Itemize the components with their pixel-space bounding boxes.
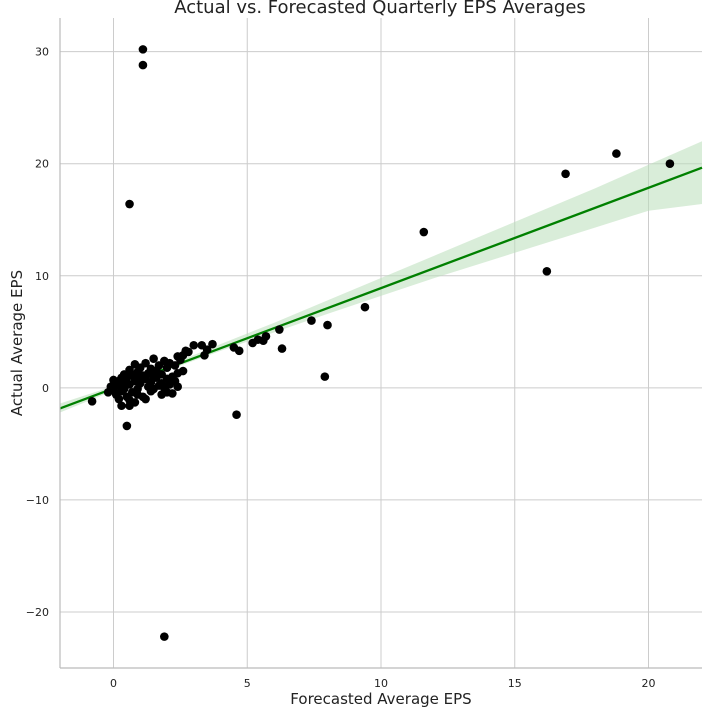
- data-point: [138, 45, 148, 54]
- data-points: [87, 45, 675, 641]
- data-point: [125, 199, 134, 209]
- data-point: [360, 302, 370, 312]
- data-point: [561, 169, 570, 179]
- data-point: [229, 343, 239, 352]
- data-point: [173, 382, 182, 392]
- y-tick-label: 20: [35, 158, 49, 171]
- data-point: [277, 344, 287, 353]
- data-point: [419, 227, 429, 237]
- x-tick-label: 15: [508, 677, 522, 690]
- x-tick-label: 10: [374, 677, 388, 690]
- data-point: [149, 354, 158, 363]
- data-point: [542, 266, 552, 276]
- data-point: [189, 340, 199, 350]
- data-point: [173, 352, 182, 361]
- y-tick-label: 10: [35, 270, 49, 283]
- data-point: [320, 372, 330, 381]
- y-tick-label: −10: [26, 494, 49, 507]
- y-tick-label: 0: [42, 382, 49, 395]
- data-point: [149, 372, 158, 381]
- data-point: [157, 390, 166, 399]
- y-tick-label: −20: [26, 606, 49, 619]
- data-point: [208, 339, 217, 349]
- data-point: [133, 390, 142, 399]
- data-point: [149, 384, 158, 394]
- chart-title: Actual vs. Forecasted Quarterly EPS Aver…: [174, 0, 586, 18]
- data-point: [141, 394, 150, 404]
- data-point: [117, 401, 126, 411]
- data-point: [200, 351, 209, 360]
- data-point: [138, 371, 148, 380]
- data-point: [178, 366, 188, 376]
- y-tick-label: 30: [35, 46, 49, 59]
- data-point: [125, 395, 134, 405]
- data-point: [275, 325, 284, 334]
- data-point: [665, 159, 675, 168]
- confidence-band: [60, 141, 702, 413]
- data-point: [138, 60, 148, 70]
- confidence-band-layer: [60, 141, 702, 413]
- x-tick-label: 5: [244, 677, 251, 690]
- data-point: [165, 380, 174, 389]
- x-axis-label: Forecasted Average EPS: [290, 690, 471, 708]
- data-point: [232, 410, 241, 420]
- y-axis-label: Actual Average EPS: [8, 270, 26, 416]
- data-point: [323, 320, 332, 330]
- data-point: [162, 363, 172, 372]
- data-point: [114, 376, 124, 386]
- data-point: [248, 338, 257, 348]
- x-tick-label: 0: [110, 677, 117, 690]
- data-point: [119, 370, 129, 379]
- x-tick-label: 20: [642, 677, 656, 690]
- data-point: [119, 384, 129, 394]
- grid-lines: [60, 18, 702, 668]
- data-point: [106, 382, 116, 392]
- y-tick-labels: −20 −10 0 10 20 30: [26, 46, 49, 619]
- data-point: [160, 632, 169, 641]
- data-point: [87, 396, 97, 406]
- data-point: [612, 149, 621, 158]
- data-point: [307, 316, 316, 325]
- data-point: [197, 340, 207, 350]
- data-point: [122, 421, 132, 431]
- x-tick-labels: 0 5 10 15 20: [110, 677, 656, 690]
